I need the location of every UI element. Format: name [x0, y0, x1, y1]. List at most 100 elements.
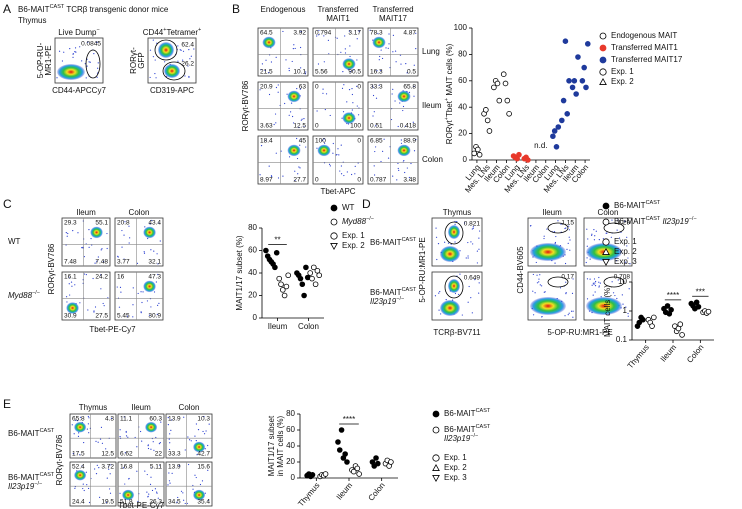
- event-dot: [85, 471, 87, 473]
- event-dot: [343, 174, 345, 177]
- event-dot: [564, 227, 566, 230]
- gate: [603, 276, 625, 288]
- data-point: [562, 38, 569, 44]
- quadrant-value: 60.3: [149, 416, 162, 423]
- event-dot: [100, 288, 102, 290]
- event-dot: [169, 433, 171, 435]
- text-part: −/−: [34, 481, 42, 487]
- event-dot: [543, 291, 545, 293]
- data-point: [677, 321, 684, 328]
- event-dot: [437, 243, 440, 245]
- x-tick-label: Colon: [685, 343, 705, 365]
- event-dot: [356, 59, 358, 61]
- event-dot: [476, 250, 478, 252]
- event-dot: [155, 491, 158, 493]
- data-point: [316, 272, 323, 279]
- event-dot: [298, 126, 300, 129]
- event-dot: [270, 175, 273, 177]
- quadrant-value: 65.8: [403, 84, 416, 91]
- event-dot: [79, 46, 81, 48]
- quadrant-value: 12.5: [101, 451, 114, 458]
- event-dot: [587, 238, 589, 240]
- event-dot: [268, 93, 271, 96]
- event-dot: [296, 137, 298, 140]
- event-dot: [83, 273, 86, 275]
- text-part: B6-MAIT: [8, 429, 40, 438]
- event-dot: [81, 247, 83, 249]
- quadrant-value: 3.72: [101, 464, 114, 471]
- event-dot: [95, 473, 98, 475]
- event-dot: [538, 281, 540, 283]
- event-dot: [137, 292, 139, 295]
- data-point: [350, 468, 357, 475]
- event-dot: [327, 39, 329, 41]
- event-dot: [439, 291, 441, 293]
- event-dot: [543, 237, 545, 240]
- quadrant-value: 4.87: [403, 30, 416, 37]
- text-part: Il23p19: [444, 434, 471, 443]
- event-dot: [88, 432, 90, 434]
- event-dot: [265, 139, 267, 141]
- event-dot: [177, 45, 179, 47]
- event-dot: [296, 157, 299, 160]
- subtitle: Thymus: [18, 16, 46, 25]
- quadrant-value: 100: [315, 138, 326, 145]
- event-dot: [188, 439, 191, 441]
- event-dot: [410, 162, 412, 165]
- event-dot: [598, 238, 600, 241]
- event-dot: [293, 44, 295, 46]
- y-tick-label: 0: [291, 473, 296, 482]
- data-point: [502, 80, 509, 87]
- x-axis-label: TCRβ-BV711: [433, 328, 481, 337]
- event-dot: [277, 91, 279, 93]
- data-point: [354, 465, 361, 472]
- event-dot: [534, 292, 536, 294]
- event-dot: [324, 108, 326, 111]
- density: [397, 90, 411, 103]
- event-dot: [402, 105, 405, 108]
- text-part: Il23p19: [370, 297, 397, 306]
- quadrant-value: 64.5: [260, 30, 273, 37]
- event-dot: [124, 483, 126, 485]
- event-dot: [292, 48, 294, 50]
- quadrant-value: 88.9: [403, 138, 416, 145]
- quadrant-value: 30.9: [64, 313, 77, 320]
- event-dot: [167, 484, 169, 486]
- event-dot: [478, 282, 480, 284]
- event-dot: [117, 255, 119, 257]
- density: [342, 58, 356, 70]
- event-dot: [591, 284, 593, 286]
- event-dot: [356, 85, 358, 87]
- data-point: [375, 460, 381, 467]
- y-tick-label: 40: [458, 102, 467, 111]
- event-dot: [586, 278, 589, 280]
- y-axis-label: MAIT1/17 subsetin MAIT cells (%): [267, 415, 285, 476]
- event-dot: [354, 165, 356, 167]
- event-dot: [156, 492, 158, 494]
- event-dot: [614, 294, 616, 297]
- x-tick-label: Colon: [366, 481, 386, 503]
- legend-marker: [432, 426, 440, 434]
- density: [143, 280, 156, 293]
- event-dot: [67, 232, 69, 235]
- event-dot: [260, 144, 263, 147]
- row-label: Lung: [422, 47, 440, 56]
- gate-value: 1.15: [561, 220, 574, 227]
- event-dot: [277, 84, 279, 86]
- legend-label: Exp. 3: [614, 257, 637, 266]
- event-dot: [83, 441, 85, 444]
- y-axis-label: 5-OP-RU-MR1-PE: [36, 42, 53, 78]
- y-tick-label: 10: [618, 277, 627, 286]
- quadrant-value: 29.3: [64, 220, 77, 227]
- event-dot: [390, 118, 393, 121]
- event-dot: [160, 421, 162, 423]
- event-dot: [74, 47, 77, 49]
- y-axis-label: CD44-BV605: [516, 246, 525, 294]
- event-dot: [322, 92, 324, 94]
- text-part: Myd88: [8, 291, 33, 300]
- event-dot: [99, 496, 101, 498]
- event-dot: [188, 49, 190, 51]
- event-dot: [336, 153, 338, 156]
- event-dot: [338, 154, 340, 156]
- text-part: B6-MAIT: [444, 425, 476, 434]
